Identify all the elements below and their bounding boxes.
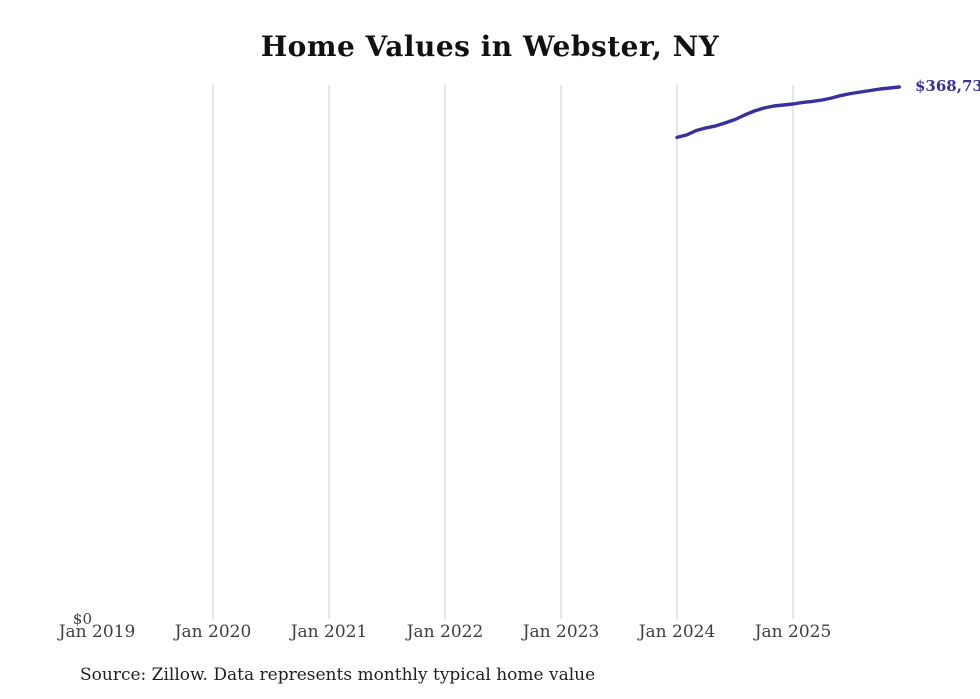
source-note: Source: Zillow. Data represents monthly … [80, 665, 596, 685]
x-tick-label: Jan 2020 [174, 622, 252, 642]
x-tick-label: Jan 2022 [406, 622, 484, 642]
x-tick-label: Jan 2021 [290, 622, 368, 642]
home-value-line [675, 85, 901, 140]
x-tick-label: Jan 2023 [522, 622, 600, 642]
end-value-label: $368,733 [915, 77, 980, 95]
x-tick-label: Jan 2025 [754, 622, 832, 642]
y-axis-zero-label: $0 [72, 610, 92, 628]
x-tick-label: Jan 2019 [58, 622, 136, 642]
x-tick-label: Jan 2024 [638, 622, 716, 642]
chart-title: Home Values in Webster, NY [260, 30, 720, 63]
